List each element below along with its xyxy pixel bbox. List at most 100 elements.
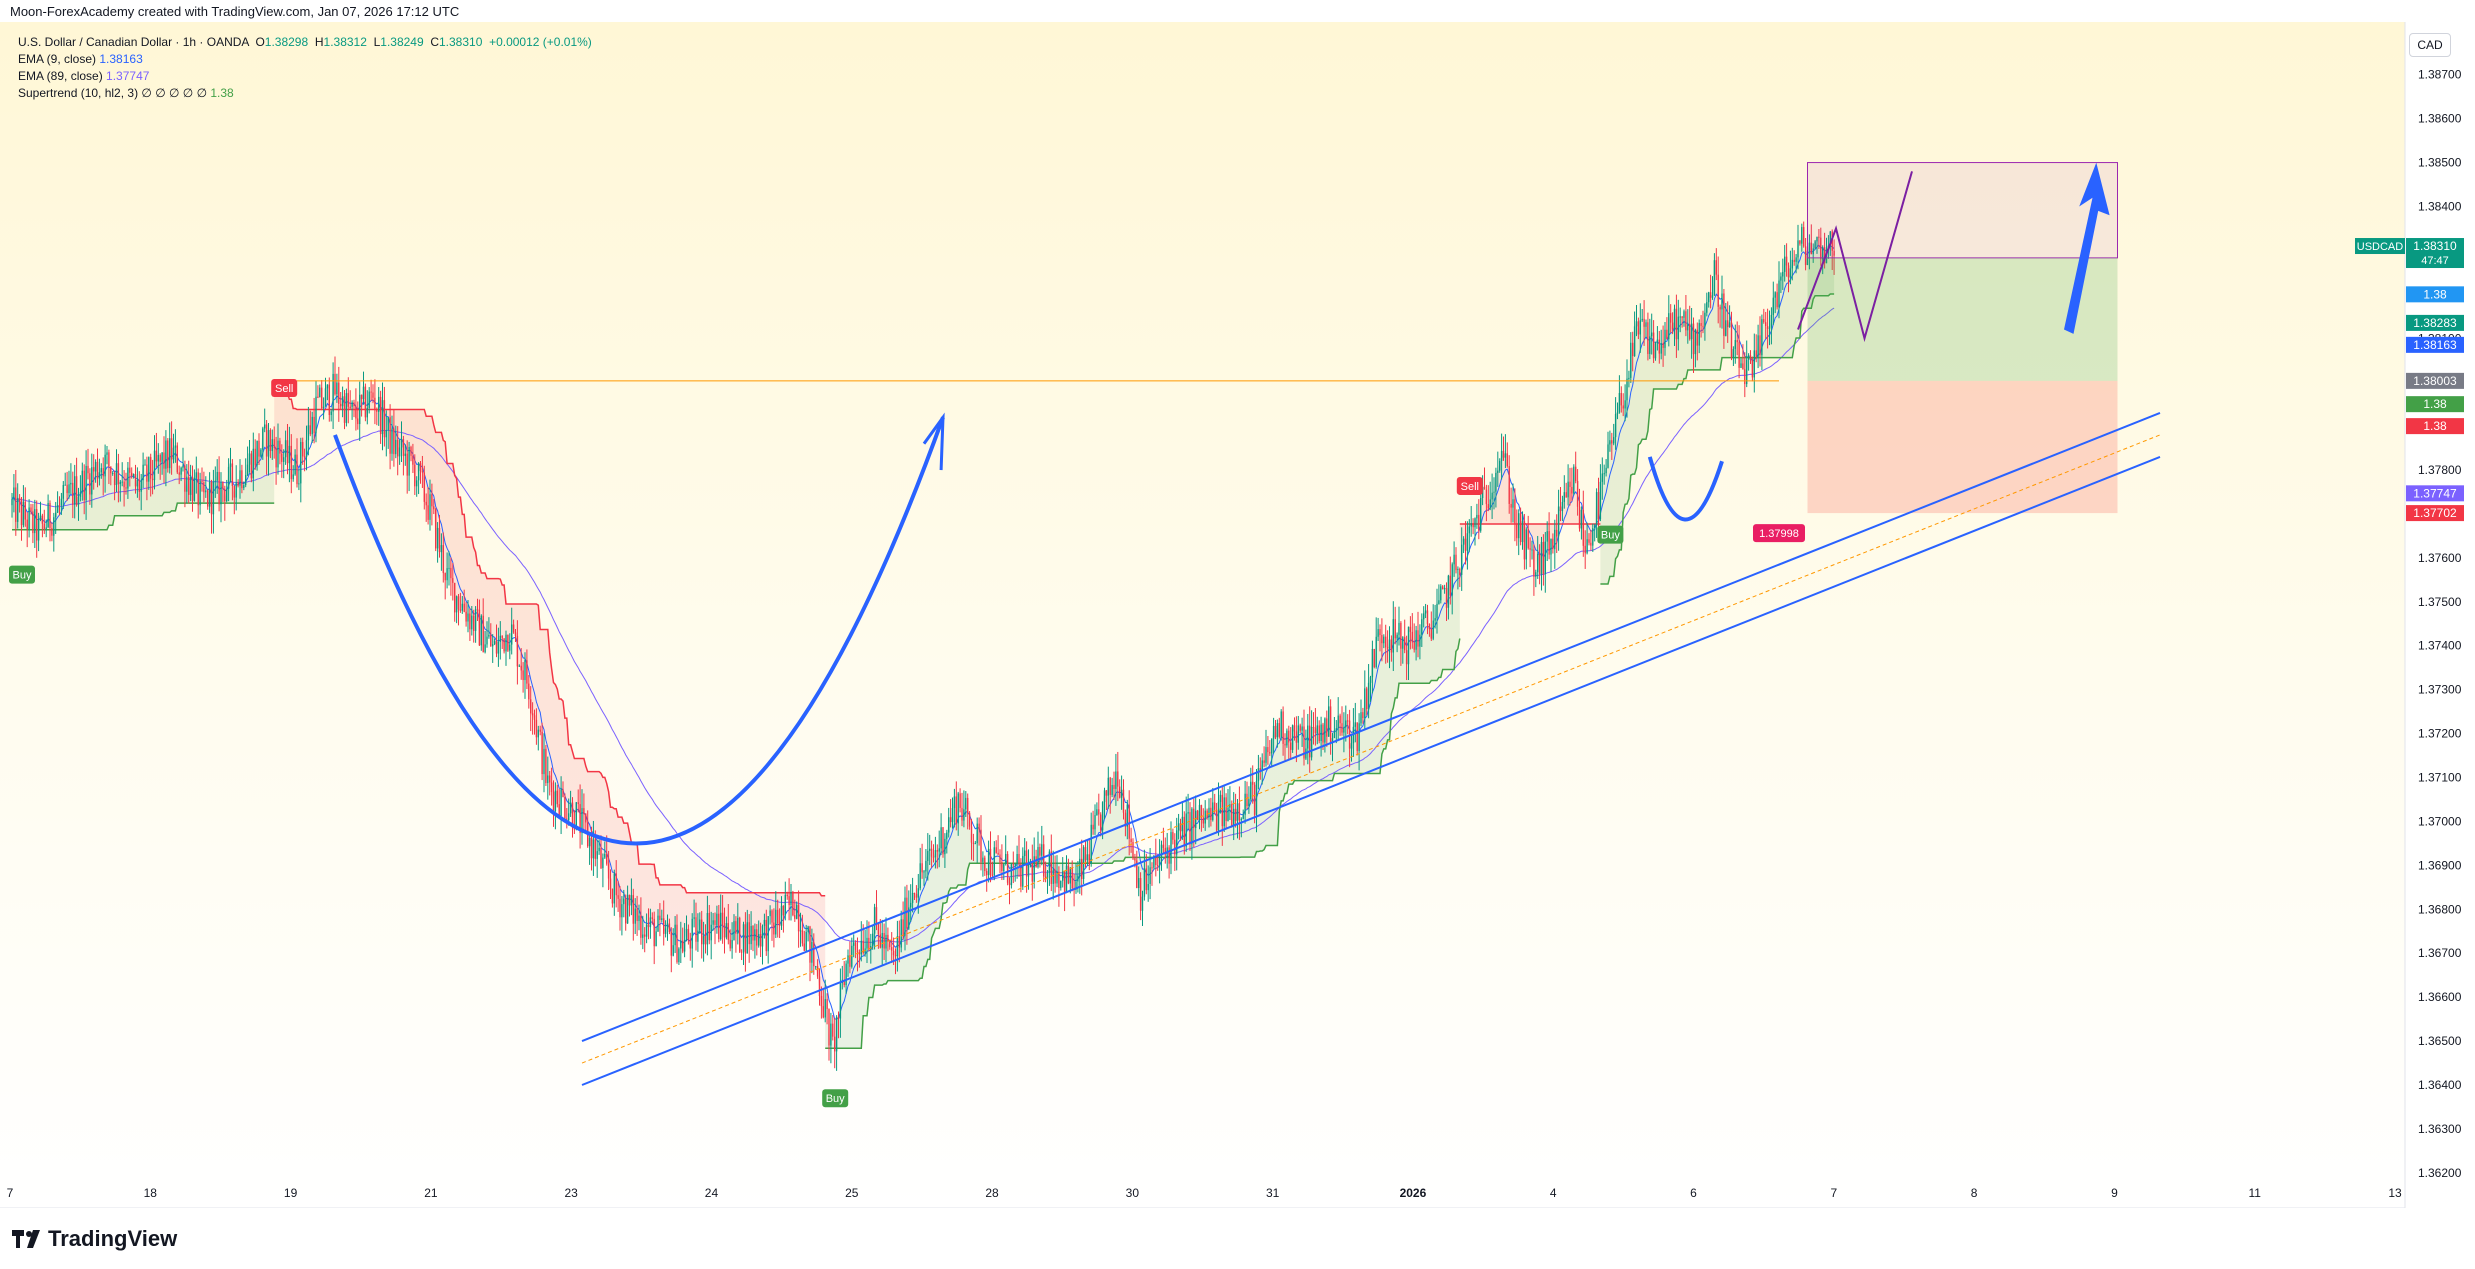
candle[interactable]	[708, 904, 710, 945]
candle[interactable]	[910, 884, 912, 922]
candle[interactable]	[959, 788, 961, 813]
candle[interactable]	[1464, 521, 1467, 565]
candle[interactable]	[32, 503, 34, 544]
candle[interactable]	[1478, 499, 1480, 540]
candle[interactable]	[524, 652, 526, 699]
candle[interactable]	[1816, 236, 1818, 254]
candle[interactable]	[887, 927, 889, 952]
target-zone[interactable]	[1807, 162, 2118, 259]
candle[interactable]	[214, 466, 216, 498]
candle[interactable]	[670, 927, 672, 973]
price-axis-tag[interactable]: 1.38	[2406, 396, 2464, 413]
candle[interactable]	[929, 834, 931, 866]
candle[interactable]	[1314, 708, 1317, 746]
candle[interactable]	[1548, 512, 1550, 560]
candle[interactable]	[1407, 626, 1410, 680]
candle[interactable]	[205, 476, 207, 498]
candle[interactable]	[1356, 722, 1358, 756]
candle[interactable]	[1611, 432, 1613, 461]
candle[interactable]	[957, 791, 959, 836]
candle[interactable]	[1814, 240, 1816, 250]
candle[interactable]	[940, 813, 942, 856]
candle[interactable]	[1567, 464, 1569, 506]
candle[interactable]	[1677, 299, 1679, 351]
candle[interactable]	[1766, 308, 1769, 349]
candle[interactable]	[1459, 567, 1461, 588]
candle[interactable]	[549, 770, 551, 796]
candle[interactable]	[1609, 430, 1611, 452]
candle[interactable]	[942, 826, 944, 858]
candle[interactable]	[1537, 535, 1539, 579]
candle[interactable]	[359, 381, 361, 441]
candle[interactable]	[222, 481, 224, 503]
candle[interactable]	[1759, 316, 1761, 367]
candle[interactable]	[1559, 487, 1562, 522]
candle[interactable]	[235, 465, 237, 511]
legend-ema9-row[interactable]: EMA (9, close) 1.38163	[18, 51, 592, 68]
candle[interactable]	[1728, 305, 1731, 328]
candle[interactable]	[457, 594, 460, 626]
candle[interactable]	[853, 934, 855, 958]
candle[interactable]	[433, 498, 435, 515]
candle[interactable]	[1624, 384, 1626, 422]
candle[interactable]	[1538, 544, 1541, 585]
candle[interactable]	[134, 464, 137, 494]
candle[interactable]	[229, 447, 232, 483]
candle[interactable]	[283, 449, 285, 479]
candle[interactable]	[822, 989, 824, 1019]
candle[interactable]	[96, 448, 99, 488]
candle[interactable]	[474, 606, 477, 643]
candle[interactable]	[786, 891, 788, 900]
candle[interactable]	[1024, 838, 1026, 866]
candle[interactable]	[117, 453, 120, 503]
candle[interactable]	[1700, 315, 1702, 338]
candle[interactable]	[1092, 810, 1094, 835]
candle[interactable]	[119, 479, 121, 502]
candle[interactable]	[144, 459, 146, 466]
candle[interactable]	[345, 388, 348, 427]
candle[interactable]	[459, 592, 462, 613]
cup-curve[interactable]	[333, 416, 945, 846]
candle[interactable]	[1265, 729, 1267, 767]
candle[interactable]	[1157, 854, 1159, 871]
candle[interactable]	[1198, 799, 1201, 830]
candle[interactable]	[1637, 317, 1640, 340]
candle[interactable]	[1031, 844, 1033, 901]
candle[interactable]	[1603, 464, 1605, 485]
candle[interactable]	[1521, 511, 1524, 550]
candle[interactable]	[1569, 467, 1571, 506]
candle[interactable]	[400, 421, 403, 462]
candle[interactable]	[1654, 341, 1657, 361]
candle[interactable]	[1774, 291, 1776, 314]
candle[interactable]	[740, 949, 743, 961]
candle[interactable]	[1554, 519, 1556, 569]
candle[interactable]	[435, 507, 437, 552]
candle[interactable]	[1234, 793, 1237, 828]
candle[interactable]	[1383, 634, 1385, 649]
candle[interactable]	[1656, 326, 1659, 351]
candle[interactable]	[602, 853, 604, 888]
candle[interactable]	[716, 905, 718, 934]
candle[interactable]	[258, 433, 260, 465]
candle[interactable]	[389, 404, 391, 470]
candle[interactable]	[376, 407, 378, 426]
candle[interactable]	[349, 390, 351, 410]
candle[interactable]	[1730, 311, 1733, 361]
candle[interactable]	[583, 793, 585, 830]
candle[interactable]	[509, 633, 511, 660]
candle[interactable]	[989, 831, 992, 883]
candle[interactable]	[1069, 867, 1071, 894]
candle[interactable]	[993, 841, 995, 881]
candle[interactable]	[1742, 344, 1744, 370]
candle[interactable]	[769, 905, 771, 925]
candle[interactable]	[30, 504, 32, 515]
candle[interactable]	[1787, 262, 1790, 293]
candle[interactable]	[417, 462, 420, 495]
candle[interactable]	[1347, 714, 1349, 735]
candle[interactable]	[254, 439, 256, 470]
candle[interactable]	[530, 686, 532, 732]
candle[interactable]	[1417, 611, 1419, 658]
candle[interactable]	[1424, 603, 1427, 619]
candle[interactable]	[1635, 305, 1638, 337]
candle[interactable]	[357, 401, 359, 430]
